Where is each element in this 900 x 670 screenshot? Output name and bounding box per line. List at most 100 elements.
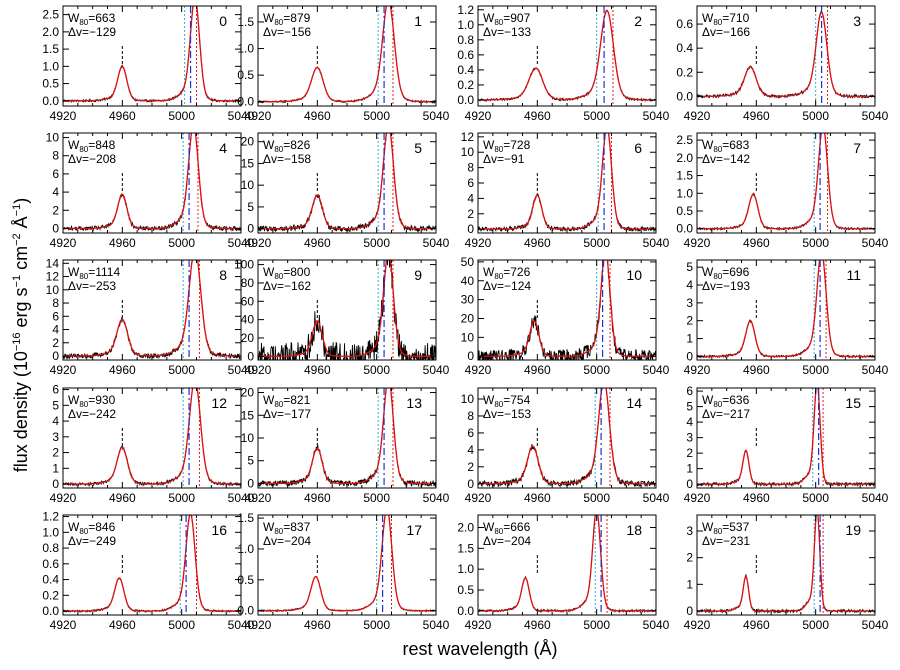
y-tick-label: 20	[241, 386, 255, 400]
y-tick-label: 1.2	[457, 3, 474, 17]
x-tick-label: 4920	[245, 491, 272, 505]
y-tick-label: 0.6	[676, 17, 693, 31]
y-tick-label: 6	[52, 383, 59, 397]
x-tick-label: 4920	[465, 491, 492, 505]
y-tick-label: 0.4	[457, 63, 474, 77]
y-tick-label: 3	[52, 430, 59, 444]
dv-annotation: Δv=−153	[483, 407, 531, 421]
x-tick-label: 4960	[109, 236, 136, 250]
w80-value: =666	[503, 520, 530, 534]
x-tick-label: 5000	[583, 109, 610, 123]
w80-subscript: 80	[494, 272, 503, 281]
model-fit-line	[258, 260, 436, 357]
w80-symbol: W	[68, 11, 80, 25]
y-tick-label: 5	[247, 200, 254, 214]
w80-annotation: W80=879	[263, 11, 311, 27]
panel-number: 18	[626, 522, 642, 538]
y-tick-label: 6	[686, 384, 693, 398]
y-tick-label: 6	[52, 309, 59, 323]
x-tick-label: 5040	[862, 236, 889, 250]
x-tick-label: 5040	[228, 491, 255, 505]
dv-annotation: Δv=−193	[702, 279, 750, 293]
y-tick-label: 10	[461, 330, 475, 344]
y-tick-label: 5	[52, 398, 59, 412]
y-tick-label: 1.5	[237, 15, 254, 29]
x-tick-label: 4920	[684, 491, 711, 505]
y-tick-label: 0.6	[457, 48, 474, 62]
w80-subscript: 80	[274, 527, 283, 536]
x-tick-label: 4920	[245, 236, 272, 250]
w80-subscript: 80	[494, 18, 503, 27]
panel-number: 7	[853, 140, 861, 156]
y-tick-label: 0	[467, 349, 474, 363]
w80-annotation: W80=907	[483, 11, 531, 27]
y-tick-label: 5	[686, 400, 693, 414]
y-tick-label: 0.6	[42, 557, 59, 571]
y-tick-label: 2.5	[42, 8, 59, 22]
y-tick-label: 1.5	[457, 541, 474, 555]
w80-subscript: 80	[494, 527, 503, 536]
y-tick-label: 2	[686, 314, 693, 328]
w80-value: =636	[722, 393, 749, 407]
w80-symbol: W	[702, 138, 714, 152]
panel-number: 0	[219, 13, 227, 29]
panel-number: 12	[211, 395, 227, 411]
w80-annotation: W80=696	[702, 265, 750, 281]
w80-annotation: W80=821	[263, 393, 311, 409]
x-tick-label: 5040	[423, 363, 450, 377]
y-tick-label: 0	[52, 349, 59, 363]
panel-10: 4920 4960 5000 5040 0 10 20 30 40 50 W80=726Δv=−12…	[461, 255, 670, 377]
model-fit-line	[63, 388, 241, 485]
w80-subscript: 80	[713, 527, 722, 536]
w80-subscript: 80	[713, 400, 722, 409]
y-tick-label: 40	[461, 274, 475, 288]
y-tick-label: 60	[241, 294, 255, 308]
x-tick-label: 4960	[743, 236, 770, 250]
y-tick-label: 10	[461, 392, 475, 406]
x-tick-label: 4960	[524, 491, 551, 505]
x-tick-label: 5040	[423, 618, 450, 632]
x-tick-label: 4960	[524, 363, 551, 377]
x-tick-label: 4960	[743, 618, 770, 632]
panel-9: 4920 4960 5000 5040020406080100W80=800Δv=−1…	[234, 258, 450, 377]
y-tick-label: 0.8	[42, 541, 59, 555]
dv-annotation: Δv=−124	[483, 279, 531, 293]
y-tick-label: 0.0	[42, 94, 59, 108]
w80-symbol: W	[68, 393, 80, 407]
w80-annotation: W80=800	[263, 265, 311, 281]
x-tick-label: 5000	[583, 236, 610, 250]
w80-subscript: 80	[274, 145, 283, 154]
x-tick-label: 4960	[524, 236, 551, 250]
dv-annotation: Δv=−242	[68, 407, 116, 421]
w80-annotation: W80=663	[68, 11, 116, 27]
x-tick-label: 4920	[245, 363, 272, 377]
dv-annotation: Δv=−129	[68, 25, 116, 39]
y-tick-label: 2	[686, 446, 693, 460]
x-tick-label: 4960	[304, 109, 331, 123]
panel-18: 4920 4960 5000 5040 0.0 0.5 1.0 1.5 2.0 W80=666Δv…	[457, 514, 670, 632]
y-tick-label: 5	[686, 260, 693, 274]
x-tick-label: 5000	[363, 109, 390, 123]
x-tick-label: 4960	[743, 363, 770, 377]
y-tick-label: 0	[686, 604, 693, 618]
w80-subscript: 80	[79, 145, 88, 154]
y-tick-label: 2.0	[676, 151, 693, 165]
x-tick-label: 5000	[802, 618, 829, 632]
x-tick-label: 4920	[50, 109, 77, 123]
y-tick-label: 1.5	[237, 511, 254, 525]
w80-value: =848	[88, 138, 115, 152]
x-tick-label: 5040	[423, 109, 450, 123]
x-tick-label: 5040	[643, 109, 670, 123]
x-tick-label: 5040	[423, 491, 450, 505]
panel-number: 16	[211, 522, 227, 538]
w80-annotation: W80=728	[483, 138, 531, 154]
y-tick-label: 0	[686, 477, 693, 491]
x-tick-label: 4960	[743, 109, 770, 123]
y-tick-label: 4	[52, 414, 59, 428]
data-spectrum-line	[478, 260, 656, 360]
